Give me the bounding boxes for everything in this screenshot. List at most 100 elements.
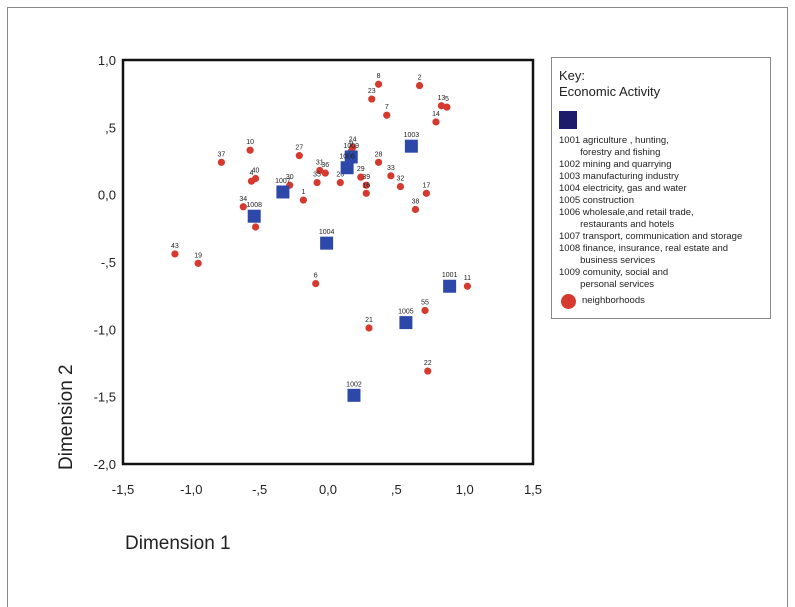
neighborhood-label: 30 <box>286 174 294 181</box>
activity-marker <box>247 209 261 223</box>
activity-label: 1002 <box>346 381 362 388</box>
legend-item: 1006 wholesale,and retail trade, <box>559 207 694 218</box>
neighborhood-marker <box>421 306 429 315</box>
neighborhood-label: 7 <box>385 104 389 111</box>
neighborhood-label: 19 <box>194 252 202 259</box>
neighborhood-label: 32 <box>397 176 405 183</box>
y-tick-label: -,5 <box>101 255 116 270</box>
neighborhood-label: 55 <box>421 299 429 306</box>
neighborhood-marker <box>239 203 247 211</box>
legend-circle-marker <box>561 294 576 309</box>
neighborhood-label: 34 <box>239 196 247 203</box>
neighborhood-marker <box>312 279 320 288</box>
activity-label: 1007 <box>275 178 291 185</box>
neighborhood-marker <box>368 95 376 103</box>
activity-label: 1009 <box>343 143 359 150</box>
legend-item: 1009 comunity, social and <box>559 267 669 278</box>
activity-marker <box>344 150 358 164</box>
activity-label: 1004 <box>319 229 335 236</box>
legend-item: business services <box>559 255 656 266</box>
neighborhood-marker <box>251 223 260 231</box>
neighborhood-label: 27 <box>295 145 303 152</box>
activity-label: 1008 <box>246 202 262 209</box>
neighborhood-label: 39 <box>362 174 370 181</box>
neighborhood-marker <box>194 259 202 267</box>
neighborhood-marker <box>415 81 424 90</box>
neighborhood-marker <box>321 169 329 177</box>
legend-item: 1003 manufacturing industry <box>559 171 679 182</box>
neighborhood-label: 9 <box>349 141 353 148</box>
legend-neighborhoods-label: neighborhoods <box>582 295 645 306</box>
legend-title: Key: <box>559 68 586 83</box>
legend-square-marker <box>559 111 577 129</box>
neighborhood-marker <box>362 181 370 189</box>
legend-items: 1001 agriculture , hunting, forestry and… <box>559 135 742 291</box>
neighborhood-marker <box>443 103 451 111</box>
neighborhood-marker <box>336 178 344 187</box>
neighborhood-marker <box>247 177 256 185</box>
neighborhood-label: 23 <box>368 88 376 95</box>
neighborhood-marker <box>365 324 373 332</box>
neighborhood-marker <box>217 158 225 166</box>
neighborhood-marker <box>246 146 254 154</box>
neighborhood-marker <box>424 367 432 375</box>
activity-marker <box>340 161 354 175</box>
activity-label: 1005 <box>398 309 414 316</box>
activity-marker <box>347 388 361 402</box>
neighborhood-label: 21 <box>365 317 373 324</box>
activity-label: 1003 <box>404 132 420 139</box>
y-tick-label: 1,0 <box>98 53 116 68</box>
neighborhood-label: 26 <box>336 172 344 179</box>
activity-label: 1006 <box>339 154 355 161</box>
activity-marker <box>320 236 334 250</box>
neighborhood-label: 36 <box>321 162 329 169</box>
legend-item: restaurants and hotels <box>559 219 675 230</box>
activity-marker <box>399 316 413 330</box>
neighborhood-marker <box>374 158 383 166</box>
neighborhood-marker <box>396 182 405 191</box>
x-tick-label: -1,5 <box>112 482 134 497</box>
neighborhood-marker <box>437 102 446 110</box>
x-axis-ticks: -1,5 -1,0 -,5 0,0 ,5 1,0 1,5 <box>112 482 542 497</box>
x-tick-label: -,5 <box>252 482 267 497</box>
activity-marker <box>404 139 418 153</box>
neighborhood-label: 31 <box>316 159 324 166</box>
legend-item: 1001 agriculture , hunting, <box>559 135 669 146</box>
neighborhood-marker <box>383 111 391 119</box>
neighborhood-label: 16 <box>362 182 370 189</box>
neighborhood-marker <box>374 80 383 88</box>
activity-marker <box>276 185 290 199</box>
legend: Key: Economic Activity 1001 agriculture … <box>551 57 771 319</box>
legend-subtitle: Economic Activity <box>559 84 661 99</box>
neighborhood-label: 8 <box>377 73 381 80</box>
neighborhood-marker <box>313 178 321 187</box>
legend-item: 1008 finance, insurance, real estate and <box>559 243 729 254</box>
neighborhood-marker <box>171 250 179 258</box>
neighborhood-label: 22 <box>424 360 432 367</box>
neighborhood-marker <box>411 205 420 214</box>
neighborhood-label: 35 <box>313 172 321 179</box>
neighborhood-marker <box>295 152 303 160</box>
x-tick-label: 1,0 <box>456 482 474 497</box>
x-tick-label: ,5 <box>391 482 402 497</box>
plot-area <box>121 58 535 466</box>
neighborhood-label: 13 <box>438 95 446 102</box>
neighborhood-marker <box>387 172 395 180</box>
legend-item: forestry and fishing <box>559 147 661 158</box>
neighborhood-label: 17 <box>423 182 431 189</box>
neighborhood-marker <box>357 173 365 181</box>
neighborhood-label: 37 <box>218 151 226 158</box>
neighborhood-label: 10 <box>246 139 254 146</box>
y-tick-label: -1,5 <box>94 390 116 405</box>
y-tick-label: 0,0 <box>98 188 116 203</box>
x-tick-label: 1,5 <box>524 482 542 497</box>
legend-item: 1004 electricity, gas and water <box>559 183 687 194</box>
neighborhood-marker <box>316 166 324 175</box>
neighborhood-label: 6 <box>314 273 318 280</box>
neighborhood-label: 38 <box>412 198 420 205</box>
neighborhood-label: 4 <box>250 170 254 177</box>
neighborhood-label: 11 <box>464 275 471 282</box>
neighborhood-label: 28 <box>375 151 383 158</box>
neighborhood-label: 5 <box>445 96 449 103</box>
